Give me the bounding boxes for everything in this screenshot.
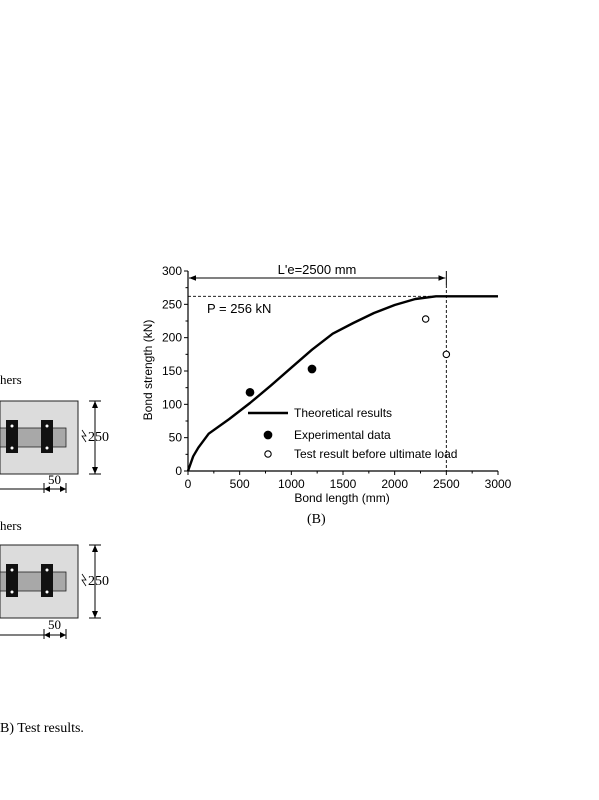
chart-series [186, 295, 498, 472]
panel-label: (B) [307, 512, 326, 527]
x-tick-label: 500 [230, 477, 250, 491]
legend-open-marker [264, 450, 272, 458]
dim-250-bottom: 250 [88, 574, 109, 589]
peak-load-annotation: P = 256 kN [207, 301, 271, 316]
y-tick-label: 0 [175, 464, 182, 478]
chart-legend: Theoretical results Experimental data Test… [248, 406, 457, 461]
legend-label: Theoretical results [294, 406, 392, 420]
dim-50-bottom: 50 [48, 617, 61, 632]
fastener-top-1 [6, 420, 18, 453]
fasteners-label-bottom: hers [0, 518, 22, 533]
theoretical-results-line [186, 295, 498, 472]
x-tick-label: 2000 [381, 477, 408, 491]
x-tick-label: 1500 [330, 477, 357, 491]
experimental-data-point [307, 364, 317, 374]
legend-label: Test result before ultimate load [294, 447, 457, 461]
y-tick-label: 50 [169, 431, 183, 445]
x-tick-label: 0 [185, 477, 192, 491]
y-tick-label: 250 [162, 297, 182, 311]
x-axis-label: Bond length (mm) [294, 491, 389, 505]
specimen-diagram-svg [0, 400, 101, 639]
y-tick-label: 150 [162, 364, 182, 378]
effective-length-annotation: L'e=2500 mm [278, 262, 357, 277]
dim-50-top: 50 [48, 472, 61, 487]
figure-caption: B) Test results. [0, 721, 84, 736]
fastener-bottom-2 [41, 564, 53, 597]
test-before-ultimate-point [442, 350, 451, 359]
fasteners-label-top: hers [0, 372, 22, 387]
fastener-bottom-1 [6, 564, 18, 597]
chart-axes: 0 500 1000 1500 2000 2500 3000 0 50 100 150 200 250 3… [162, 264, 512, 491]
dim-250-top: 250 [88, 430, 109, 445]
x-tick-label: 2500 [433, 477, 460, 491]
legend-filled-marker [263, 430, 273, 440]
y-tick-label: 100 [162, 397, 182, 411]
experimental-data-point [245, 387, 255, 397]
chart-guides [188, 271, 447, 471]
fastener-top-2 [41, 420, 53, 453]
y-tick-label: 200 [162, 331, 182, 345]
y-axis-label: Bond strength (kN) [141, 320, 155, 421]
x-tick-label: 3000 [485, 477, 512, 491]
y-tick-label: 300 [162, 264, 182, 278]
test-before-ultimate-point [421, 315, 430, 323]
legend-label: Experimental data [294, 428, 391, 442]
x-tick-label: 1000 [278, 477, 305, 491]
